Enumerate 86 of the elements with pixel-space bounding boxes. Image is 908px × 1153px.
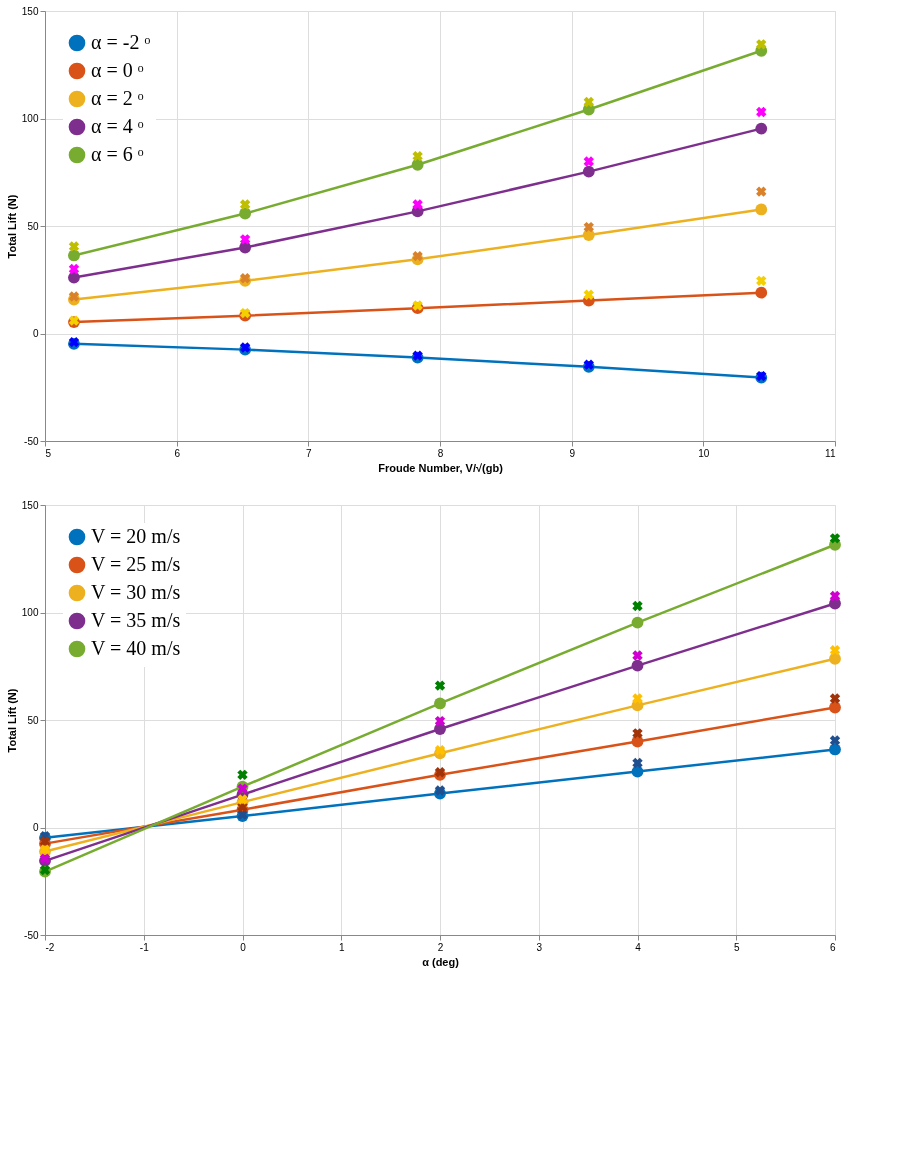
point [583,156,594,167]
legend-label: α = 2 ᵒ [91,87,144,109]
point [829,701,841,714]
legend-label: V = 35 m/s [91,609,181,631]
legend-label: α = 6 ᵒ [91,143,144,165]
point [68,241,80,252]
point [434,785,446,796]
point [829,533,841,544]
legend-label: V = 25 m/s [91,553,181,575]
point [412,150,423,162]
point [755,203,768,216]
point [412,250,423,262]
y-tick-label: -50 [24,929,39,941]
x-tick-label: 3 [536,941,543,953]
point [829,652,841,665]
x-tick-label: 8 [437,447,444,459]
x-tick-label: 0 [240,941,247,953]
y-tick-label: 100 [21,113,39,124]
point [755,286,768,299]
x-tick-label: -2 [45,941,55,953]
point [829,735,841,746]
y-tick-label: 150 [21,5,39,17]
point [756,39,767,50]
point [582,165,595,178]
x-tick-label: 9 [569,447,576,459]
legend-label: α = -2 ᵒ [91,31,151,53]
point [756,275,767,287]
point [583,96,594,108]
x-tick-label: 6 [829,941,836,953]
point [583,221,594,233]
y-tick-label: 50 [27,220,39,232]
point [237,794,248,805]
x-axis-title: Froude Number, V/√(gb) [378,461,504,474]
y-tick-label: 0 [32,328,39,339]
point [434,744,446,756]
point [68,249,80,262]
legend-label: V = 20 m/s [91,525,181,547]
point [631,659,644,672]
x-tick-label: 7 [306,447,313,459]
point [829,644,841,656]
x-tick-label: -1 [139,941,150,953]
point [237,769,248,781]
y-axis-title: Total Lift (N) [5,194,18,259]
point [829,590,841,602]
x-tick-label: 11 [825,447,836,459]
x-tick-label: 1 [338,941,345,953]
point [434,715,446,727]
y-tick-label: 100 [21,607,39,618]
x-tick-label: 4 [635,941,642,953]
point [632,757,643,769]
x-tick-label: 5 [45,447,52,459]
x-tick-label: 10 [698,447,710,459]
point [632,728,643,739]
legend-label: V = 40 m/s [91,637,181,659]
legend-label: α = 4 ᵒ [91,115,144,137]
point [239,207,252,220]
point [412,199,423,210]
point [239,199,251,210]
y-tick-label: 0 [32,822,39,833]
point [632,600,643,612]
point [68,291,80,302]
y-tick-label: 50 [27,714,39,726]
x-tick-label: 2 [437,941,444,953]
point [631,765,644,778]
point [631,616,644,629]
point [239,234,251,245]
point [756,106,767,118]
x-tick-label: 5 [733,941,740,953]
point [756,186,767,197]
point [412,300,423,311]
point [583,289,594,300]
point [68,263,80,275]
y-tick-label: -50 [24,435,39,447]
y-tick-label: 150 [21,499,39,511]
point [434,680,446,691]
point [829,693,841,704]
point [434,697,446,710]
legend-label: V = 30 m/s [91,581,181,603]
point [829,743,841,756]
point [755,122,768,135]
y-axis-title: Total Lift (N) [5,688,18,753]
x-tick-label: 6 [174,447,181,459]
point [68,271,80,284]
x-axis-title: α (deg) [422,955,460,968]
point [411,158,424,171]
legend-label: α = 0 ᵒ [91,59,144,81]
